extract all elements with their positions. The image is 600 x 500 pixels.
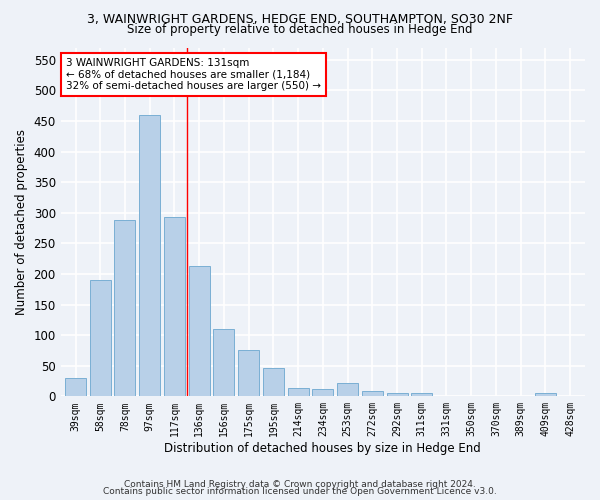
Bar — [90, 280, 111, 396]
Bar — [115, 220, 136, 396]
Bar — [362, 391, 383, 396]
Bar — [386, 394, 407, 396]
Text: Contains HM Land Registry data © Crown copyright and database right 2024.: Contains HM Land Registry data © Crown c… — [124, 480, 476, 489]
Text: 3 WAINWRIGHT GARDENS: 131sqm
← 68% of detached houses are smaller (1,184)
32% of: 3 WAINWRIGHT GARDENS: 131sqm ← 68% of de… — [66, 58, 321, 91]
Text: 3, WAINWRIGHT GARDENS, HEDGE END, SOUTHAMPTON, SO30 2NF: 3, WAINWRIGHT GARDENS, HEDGE END, SOUTHA… — [87, 12, 513, 26]
Text: Size of property relative to detached houses in Hedge End: Size of property relative to detached ho… — [127, 22, 473, 36]
Bar — [214, 329, 235, 396]
Bar — [139, 115, 160, 396]
X-axis label: Distribution of detached houses by size in Hedge End: Distribution of detached houses by size … — [164, 442, 481, 455]
Bar — [411, 394, 432, 396]
Bar — [65, 378, 86, 396]
Bar — [535, 394, 556, 396]
Bar — [238, 350, 259, 397]
Bar — [287, 388, 308, 396]
Y-axis label: Number of detached properties: Number of detached properties — [15, 129, 28, 315]
Bar — [263, 368, 284, 396]
Bar — [188, 266, 209, 396]
Bar — [164, 217, 185, 396]
Bar — [337, 384, 358, 396]
Bar — [313, 389, 334, 396]
Text: Contains public sector information licensed under the Open Government Licence v3: Contains public sector information licen… — [103, 487, 497, 496]
